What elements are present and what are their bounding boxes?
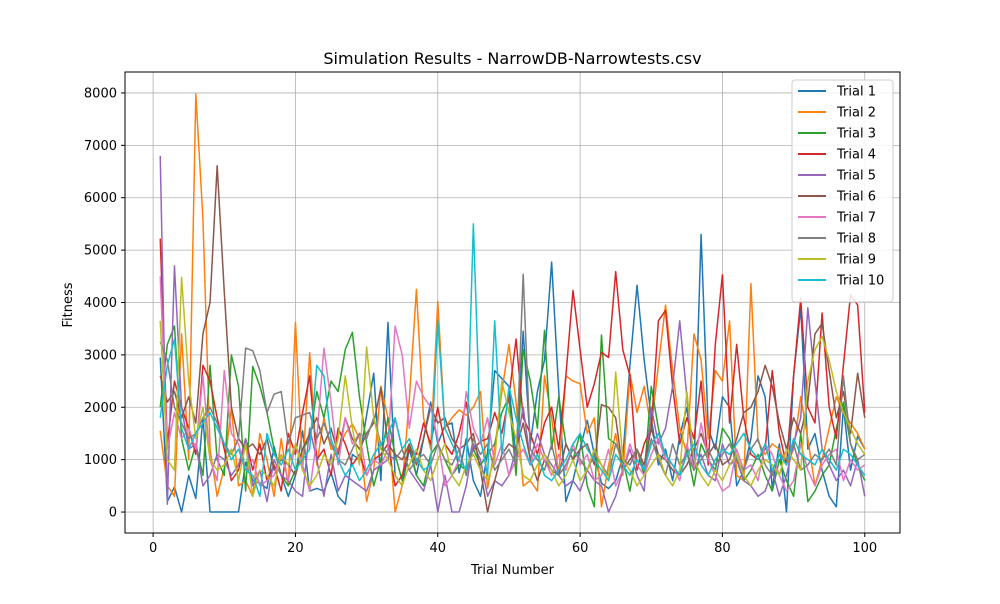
y-tick-label: 6000 [84, 191, 117, 206]
legend-label: Trial 5 [836, 169, 876, 184]
y-tick-label: 5000 [84, 244, 117, 259]
legend-label: Trial 7 [836, 211, 876, 226]
x-tick-label: 60 [572, 541, 589, 556]
series-line-trial-4 [159, 238, 866, 492]
series-line-trial-10 [159, 223, 866, 498]
y-tick-label: 4000 [84, 296, 117, 311]
series-line-trial-3 [159, 325, 866, 508]
chart-title: Simulation Results - NarrowDB-Narrowtest… [323, 49, 701, 68]
legend-label: Trial 4 [836, 148, 876, 163]
x-tick-label: 20 [287, 541, 304, 556]
series-line-trial-9 [159, 276, 866, 498]
legend-box [791, 79, 894, 303]
legend-label: Trial 1 [836, 85, 876, 100]
x-tick-label: 40 [430, 541, 447, 556]
y-tick-label: 0 [109, 506, 117, 521]
y-tick-label: 7000 [84, 139, 117, 154]
y-tick-label: 1000 [84, 453, 117, 468]
legend-label: Trial 3 [836, 127, 876, 142]
grid [125, 72, 900, 533]
axes: 0 20 40 60 80 1000100020003000400050006000700… [84, 71, 901, 556]
series-line-trial-8 [159, 273, 866, 477]
y-axis-label: Fitness [61, 282, 76, 327]
legend-label: Trial 2 [836, 106, 876, 121]
series-lines [159, 93, 866, 513]
legend-label: Trial 9 [836, 253, 876, 268]
x-tick-label: 0 [149, 541, 157, 556]
legend-label: Trial 8 [836, 232, 876, 247]
y-tick-label: 8000 [84, 86, 117, 101]
x-tick-label: 100 [852, 541, 877, 556]
y-tick-label: 3000 [84, 348, 117, 363]
series-line-trial-7 [159, 276, 866, 492]
legend: Trial 1 Trial 2 Trial 3 Trial 4 Trial 5 Trial… [791, 79, 894, 303]
legend-label: Trial 6 [836, 190, 876, 205]
legend-label: Trial 10 [836, 274, 884, 289]
x-tick-label: 80 [714, 541, 731, 556]
y-tick-label: 2000 [84, 401, 117, 416]
x-axis-label: Trial Number [470, 563, 555, 578]
